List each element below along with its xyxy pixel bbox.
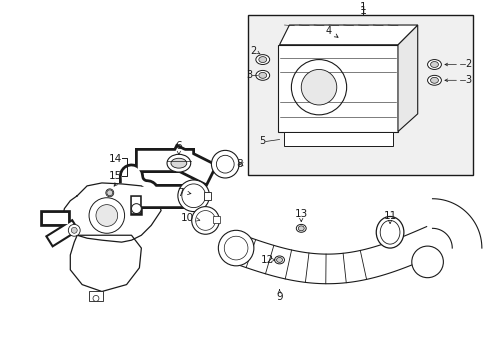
Text: 9: 9 bbox=[276, 292, 282, 302]
Ellipse shape bbox=[298, 226, 304, 231]
Circle shape bbox=[89, 198, 124, 233]
Ellipse shape bbox=[258, 72, 266, 78]
Ellipse shape bbox=[171, 158, 186, 168]
Ellipse shape bbox=[427, 59, 441, 69]
Bar bbox=[89, 292, 102, 301]
Text: 13: 13 bbox=[294, 208, 307, 219]
Circle shape bbox=[224, 236, 247, 260]
Circle shape bbox=[93, 296, 99, 301]
Ellipse shape bbox=[375, 216, 403, 248]
Text: 3: 3 bbox=[464, 75, 470, 85]
Text: 8: 8 bbox=[236, 159, 243, 169]
Ellipse shape bbox=[380, 220, 399, 244]
Bar bbox=[213, 216, 220, 224]
Bar bbox=[203, 192, 211, 200]
Ellipse shape bbox=[258, 57, 266, 63]
Circle shape bbox=[71, 228, 77, 233]
Ellipse shape bbox=[105, 189, 114, 197]
Circle shape bbox=[106, 190, 113, 196]
Polygon shape bbox=[397, 25, 417, 132]
Polygon shape bbox=[70, 235, 141, 292]
Polygon shape bbox=[279, 25, 417, 45]
Text: 14: 14 bbox=[109, 154, 122, 164]
Ellipse shape bbox=[274, 256, 284, 264]
Circle shape bbox=[96, 204, 118, 226]
Circle shape bbox=[191, 207, 219, 234]
Text: 1: 1 bbox=[359, 6, 366, 16]
Ellipse shape bbox=[429, 62, 438, 67]
Polygon shape bbox=[277, 45, 397, 132]
Bar bbox=[247, 15, 472, 175]
Polygon shape bbox=[284, 132, 392, 147]
Text: 2: 2 bbox=[249, 46, 256, 56]
Text: 12: 12 bbox=[261, 255, 274, 265]
Polygon shape bbox=[230, 226, 438, 284]
Text: 2: 2 bbox=[464, 59, 470, 69]
Circle shape bbox=[411, 246, 443, 278]
Circle shape bbox=[131, 204, 141, 213]
Ellipse shape bbox=[276, 257, 282, 262]
Ellipse shape bbox=[167, 154, 190, 172]
Ellipse shape bbox=[255, 71, 269, 80]
Ellipse shape bbox=[429, 77, 438, 83]
Circle shape bbox=[218, 230, 253, 266]
Text: 6: 6 bbox=[175, 141, 182, 152]
Text: 10: 10 bbox=[180, 213, 193, 224]
Text: 4: 4 bbox=[325, 26, 337, 37]
Circle shape bbox=[178, 180, 209, 212]
Ellipse shape bbox=[255, 55, 269, 64]
Text: 3: 3 bbox=[245, 70, 251, 80]
Circle shape bbox=[216, 155, 234, 173]
Ellipse shape bbox=[296, 224, 305, 232]
Text: 1: 1 bbox=[359, 2, 366, 12]
Text: 7: 7 bbox=[177, 188, 183, 198]
Text: 5: 5 bbox=[259, 136, 265, 147]
Circle shape bbox=[291, 59, 346, 115]
Text: 11: 11 bbox=[383, 211, 396, 221]
Text: 15: 15 bbox=[109, 171, 122, 181]
Circle shape bbox=[301, 69, 336, 105]
Polygon shape bbox=[62, 183, 161, 242]
Circle shape bbox=[68, 224, 80, 236]
Circle shape bbox=[195, 211, 215, 230]
Ellipse shape bbox=[427, 75, 441, 85]
Circle shape bbox=[211, 150, 239, 178]
Circle shape bbox=[182, 184, 205, 208]
